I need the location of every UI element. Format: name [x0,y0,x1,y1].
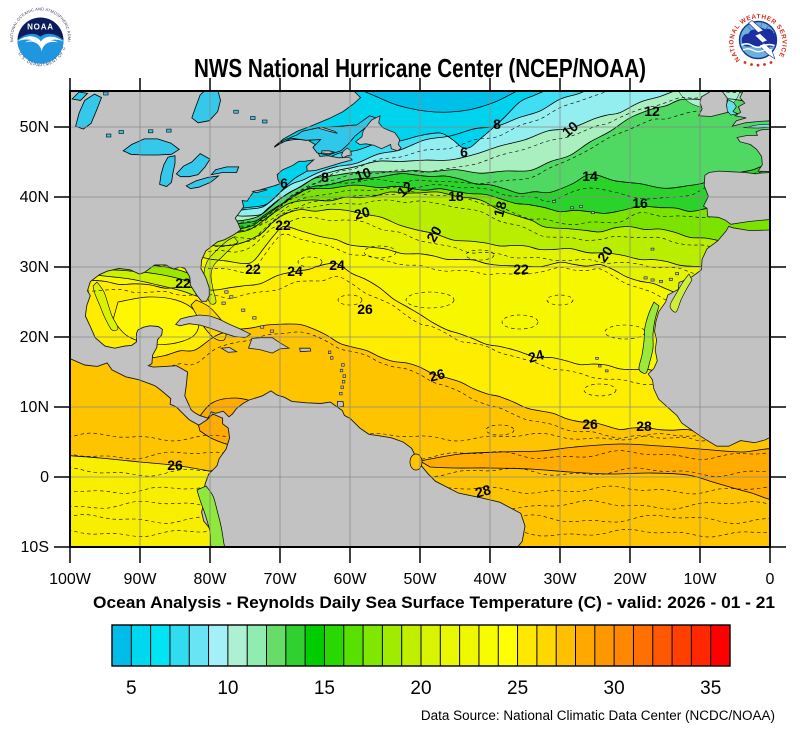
svg-text:0: 0 [40,469,49,486]
svg-text:28: 28 [636,418,652,434]
svg-text:40N: 40N [20,189,49,206]
svg-text:6: 6 [460,144,468,160]
svg-text:30: 30 [604,678,625,699]
svg-text:22: 22 [245,261,261,277]
svg-text:0: 0 [766,571,775,588]
svg-text:14: 14 [582,168,598,184]
svg-text:70W: 70W [264,571,298,588]
svg-text:25: 25 [507,678,528,699]
svg-text:40W: 40W [474,571,508,588]
svg-text:26: 26 [427,365,446,385]
svg-text:10S: 10S [21,539,49,556]
svg-text:24: 24 [287,263,303,279]
svg-text:NOAA: NOAA [27,23,54,32]
svg-text:28: 28 [473,481,492,501]
svg-text:100W: 100W [49,571,92,588]
svg-text:6: 6 [280,175,288,191]
svg-text:8: 8 [321,169,329,185]
svg-text:Data Source: National Climatic: Data Source: National Climatic Data Cent… [421,708,775,723]
svg-text:10: 10 [217,678,238,699]
svg-text:50N: 50N [20,119,49,136]
svg-text:20: 20 [352,203,371,223]
svg-text:26: 26 [357,301,373,317]
svg-text:20W: 20W [614,571,648,588]
svg-text:26: 26 [167,457,183,473]
svg-text:10N: 10N [20,399,49,416]
svg-text:8: 8 [493,116,501,132]
svg-text:10: 10 [353,164,373,184]
svg-text:18: 18 [490,199,510,218]
svg-text:35: 35 [700,678,721,699]
svg-text:18: 18 [448,188,464,204]
svg-text:90W: 90W [124,571,158,588]
svg-text:20: 20 [410,678,431,699]
svg-text:26: 26 [582,416,598,432]
svg-text:20N: 20N [20,329,49,346]
svg-text:12: 12 [644,103,660,119]
svg-text:80W: 80W [194,571,228,588]
svg-text:Ocean Analysis - Reynolds Dail: Ocean Analysis - Reynolds Daily Sea Surf… [93,593,775,612]
svg-text:60W: 60W [334,571,368,588]
svg-text:24: 24 [526,346,545,366]
svg-text:10W: 10W [684,571,718,588]
svg-text:22: 22 [513,261,529,277]
svg-text:30W: 30W [544,571,578,588]
svg-text:NWS National Hurricane Center: NWS National Hurricane Center (NCEP/NOAA… [194,53,646,83]
svg-text:22: 22 [275,217,291,233]
svg-text:16: 16 [632,195,648,211]
svg-text:30N: 30N [20,259,49,276]
svg-text:24: 24 [329,257,345,273]
svg-text:15: 15 [314,678,335,699]
svg-text:5: 5 [126,678,137,699]
svg-text:50W: 50W [404,571,438,588]
svg-text:20: 20 [423,223,445,245]
svg-text:22: 22 [175,275,191,291]
